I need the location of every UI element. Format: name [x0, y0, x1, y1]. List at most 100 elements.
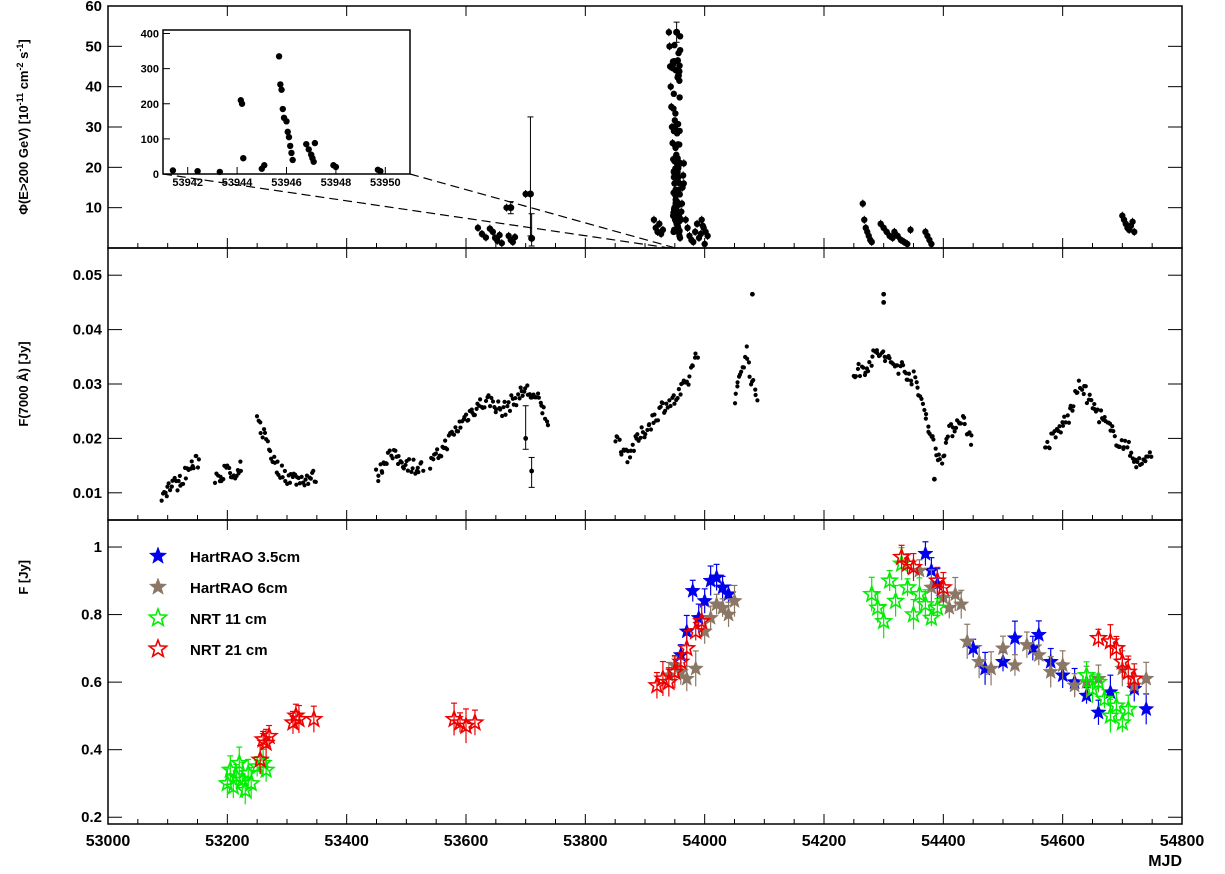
- data-point: [1131, 228, 1138, 236]
- data-point: [1125, 445, 1130, 450]
- data-point: [1110, 424, 1115, 429]
- data-point: [516, 392, 521, 397]
- plot-frame: [107, 247, 1183, 521]
- y-tick-label: 0.04: [73, 322, 103, 339]
- data-point: [650, 216, 658, 223]
- data-point: [1081, 391, 1086, 397]
- inset-data-point: [332, 163, 340, 171]
- data-point: [907, 226, 914, 234]
- data-point: [895, 363, 900, 368]
- data-point: [1092, 401, 1097, 407]
- data-point: [967, 430, 972, 435]
- data-point: [961, 415, 967, 420]
- data-point: [1018, 636, 1036, 652]
- data-point: [696, 592, 713, 609]
- data-point: [165, 484, 170, 489]
- data-point: [1047, 446, 1052, 451]
- data-point: [735, 384, 740, 389]
- data-point: [869, 363, 874, 368]
- inset-data-point: [377, 167, 384, 175]
- data-point: [953, 425, 959, 430]
- data-point: [952, 429, 957, 434]
- data-point: [861, 365, 866, 370]
- data-point: [676, 234, 684, 242]
- data-point: [702, 609, 719, 625]
- data-point: [286, 705, 306, 725]
- inset-x-tick-label: 53946: [271, 177, 302, 189]
- data-point: [502, 399, 507, 405]
- data-point: [444, 447, 450, 452]
- data-point: [678, 670, 696, 686]
- x-axis-label: MJD: [1148, 853, 1182, 870]
- data-point: [194, 453, 199, 459]
- data-point: [744, 344, 749, 349]
- data-point: [753, 392, 758, 398]
- data-point: [926, 424, 931, 429]
- data-point: [487, 403, 493, 409]
- x-tick-label: 54400: [921, 833, 966, 850]
- data-point: [698, 216, 705, 223]
- data-point: [1076, 378, 1081, 383]
- data-point: [403, 462, 408, 468]
- inset-y-tick-label: 400: [141, 29, 159, 41]
- data-point: [1124, 668, 1145, 688]
- x-tick-label: 54600: [1040, 833, 1085, 850]
- data-point: [684, 582, 701, 598]
- data-point: [676, 33, 684, 40]
- data-point: [1106, 695, 1127, 715]
- data-point: [306, 481, 311, 486]
- inset-data-point: [278, 86, 285, 93]
- data-point: [645, 427, 650, 433]
- data-point: [904, 240, 911, 248]
- data-point: [262, 430, 268, 435]
- data-point: [303, 708, 324, 728]
- data-point: [672, 110, 679, 117]
- data-point: [755, 398, 760, 403]
- data-point: [617, 437, 622, 442]
- data-point: [529, 468, 535, 474]
- data-point: [870, 354, 875, 359]
- data-point: [169, 484, 174, 489]
- data-point: [931, 437, 936, 442]
- data-point: [489, 395, 494, 401]
- data-point: [675, 186, 682, 194]
- data-point: [897, 577, 918, 596]
- data-point: [431, 457, 436, 462]
- data-point: [861, 583, 882, 603]
- data-point: [673, 159, 680, 167]
- data-point: [909, 382, 914, 387]
- data-point: [303, 477, 308, 482]
- data-point: [885, 590, 906, 610]
- data-point: [410, 466, 415, 471]
- x-tick-label: 53200: [205, 833, 250, 850]
- data-point: [1062, 414, 1067, 419]
- data-point: [750, 291, 755, 297]
- data-point: [451, 432, 457, 437]
- data-point: [1090, 703, 1107, 720]
- data-point: [1118, 698, 1139, 718]
- data-point: [656, 220, 663, 227]
- data-point: [1123, 438, 1128, 443]
- data-point: [500, 413, 505, 419]
- inset-y-tick-label: 200: [141, 99, 159, 111]
- data-point: [671, 42, 678, 49]
- data-point: [1117, 444, 1122, 449]
- inset-x-tick-label: 53950: [370, 177, 401, 189]
- data-point: [1084, 400, 1090, 406]
- y-tick-label: 0.2: [81, 809, 102, 826]
- data-point: [678, 392, 683, 397]
- data-point: [670, 127, 678, 135]
- data-point: [1137, 700, 1155, 717]
- inset-data-point: [311, 139, 319, 147]
- data-point: [701, 240, 708, 248]
- data-point: [968, 442, 974, 447]
- data-point: [732, 401, 738, 406]
- data-point: [663, 408, 668, 413]
- inset-data-point: [305, 146, 312, 153]
- y-tick-label: 0.8: [81, 607, 102, 624]
- data-point: [1137, 456, 1142, 461]
- data-point: [1119, 438, 1124, 443]
- data-point: [665, 29, 673, 36]
- data-point: [1098, 408, 1104, 413]
- data-point: [1121, 445, 1126, 450]
